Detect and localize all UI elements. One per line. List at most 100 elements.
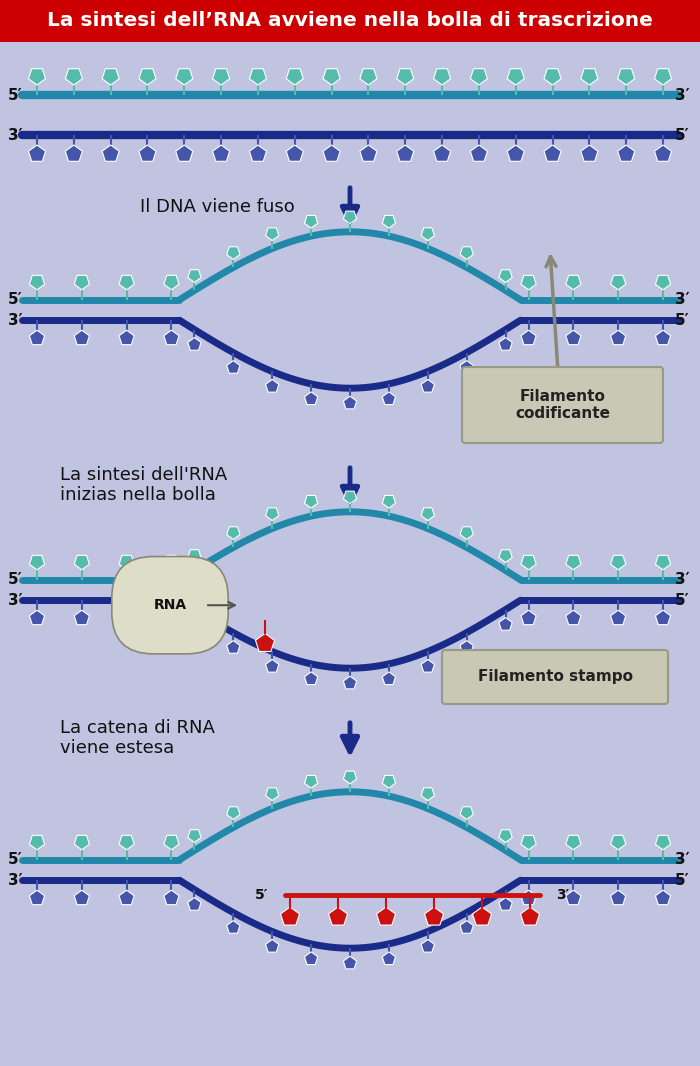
Polygon shape <box>617 68 635 85</box>
Polygon shape <box>544 145 561 161</box>
Text: 5′: 5′ <box>675 128 690 143</box>
Polygon shape <box>29 68 46 85</box>
Polygon shape <box>433 68 451 85</box>
Polygon shape <box>29 890 45 905</box>
Text: Filamento stampo: Filamento stampo <box>477 669 633 684</box>
Polygon shape <box>176 145 193 161</box>
Polygon shape <box>655 610 671 625</box>
Polygon shape <box>499 550 512 563</box>
Polygon shape <box>188 550 201 563</box>
Polygon shape <box>382 392 396 405</box>
Polygon shape <box>119 275 134 290</box>
Polygon shape <box>421 379 435 392</box>
Polygon shape <box>521 610 536 625</box>
Polygon shape <box>119 836 134 850</box>
Polygon shape <box>304 952 318 965</box>
Polygon shape <box>265 660 279 673</box>
FancyBboxPatch shape <box>462 367 663 443</box>
Polygon shape <box>470 145 487 161</box>
Text: 5′: 5′ <box>675 873 690 888</box>
Text: 5′: 5′ <box>8 292 22 307</box>
Polygon shape <box>227 807 240 820</box>
Polygon shape <box>74 330 90 344</box>
Polygon shape <box>265 939 279 952</box>
Polygon shape <box>499 338 512 351</box>
Polygon shape <box>188 617 201 630</box>
Polygon shape <box>74 610 90 625</box>
Polygon shape <box>227 360 240 373</box>
Polygon shape <box>610 555 626 570</box>
FancyBboxPatch shape <box>0 0 700 42</box>
Polygon shape <box>397 145 414 161</box>
Text: La sintesi dell’RNA avviene nella bolla di trascrizione: La sintesi dell’RNA avviene nella bolla … <box>47 12 653 31</box>
Polygon shape <box>304 775 318 788</box>
Polygon shape <box>343 397 357 409</box>
Polygon shape <box>119 555 134 570</box>
Polygon shape <box>164 275 179 290</box>
Polygon shape <box>29 610 45 625</box>
Text: 3′: 3′ <box>556 888 569 902</box>
Polygon shape <box>343 211 357 224</box>
Polygon shape <box>343 676 357 689</box>
Polygon shape <box>610 610 626 625</box>
Polygon shape <box>460 360 473 373</box>
Polygon shape <box>655 555 671 570</box>
Polygon shape <box>176 68 193 85</box>
Polygon shape <box>655 890 671 905</box>
Polygon shape <box>249 145 267 161</box>
Polygon shape <box>581 145 598 161</box>
Text: 3′: 3′ <box>675 292 690 307</box>
Polygon shape <box>74 555 90 570</box>
Polygon shape <box>188 898 201 910</box>
Polygon shape <box>382 952 396 965</box>
Text: 5′: 5′ <box>675 312 690 327</box>
Polygon shape <box>460 807 473 820</box>
Polygon shape <box>521 330 536 344</box>
Polygon shape <box>421 660 435 673</box>
FancyBboxPatch shape <box>442 650 668 704</box>
Text: 3′: 3′ <box>8 312 22 327</box>
Polygon shape <box>65 145 83 161</box>
Polygon shape <box>139 145 156 161</box>
Polygon shape <box>265 788 279 801</box>
Polygon shape <box>227 246 240 259</box>
Polygon shape <box>29 330 45 344</box>
Polygon shape <box>544 68 561 85</box>
Polygon shape <box>473 907 491 925</box>
Polygon shape <box>360 68 377 85</box>
Polygon shape <box>470 68 487 85</box>
Text: 3′: 3′ <box>8 128 22 143</box>
Polygon shape <box>421 507 435 520</box>
Polygon shape <box>433 145 451 161</box>
Text: 3′: 3′ <box>675 87 690 102</box>
Text: La catena di RNA
viene estesa: La catena di RNA viene estesa <box>60 718 215 758</box>
Polygon shape <box>382 215 396 228</box>
Polygon shape <box>566 555 581 570</box>
Polygon shape <box>377 907 395 925</box>
Polygon shape <box>102 145 119 161</box>
Polygon shape <box>119 890 134 905</box>
Text: 5′: 5′ <box>8 853 22 868</box>
Polygon shape <box>654 68 671 85</box>
Polygon shape <box>256 633 274 651</box>
Text: 3′: 3′ <box>675 572 690 587</box>
Polygon shape <box>566 330 581 344</box>
Polygon shape <box>655 836 671 850</box>
Polygon shape <box>164 836 179 850</box>
Polygon shape <box>281 907 300 925</box>
Polygon shape <box>521 836 536 850</box>
Polygon shape <box>499 270 512 282</box>
Polygon shape <box>139 68 156 85</box>
Polygon shape <box>382 672 396 684</box>
Text: 3′: 3′ <box>8 593 22 608</box>
Polygon shape <box>566 610 581 625</box>
Polygon shape <box>610 836 626 850</box>
Polygon shape <box>343 491 357 504</box>
Polygon shape <box>304 215 318 228</box>
Polygon shape <box>213 145 230 161</box>
Polygon shape <box>304 496 318 508</box>
Polygon shape <box>265 507 279 520</box>
Polygon shape <box>655 330 671 344</box>
Polygon shape <box>521 890 536 905</box>
Text: 5′: 5′ <box>675 593 690 608</box>
